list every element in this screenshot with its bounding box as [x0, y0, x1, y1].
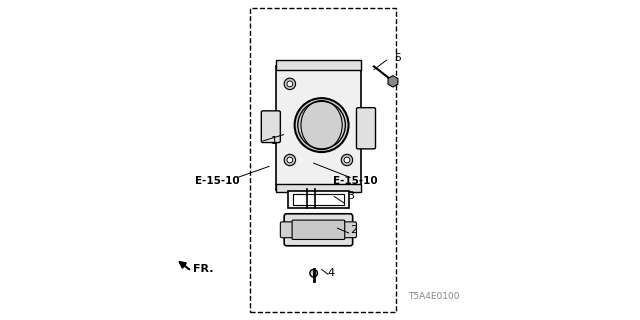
Circle shape — [344, 157, 350, 163]
Text: 2: 2 — [350, 225, 357, 235]
Polygon shape — [388, 76, 398, 87]
Circle shape — [287, 157, 292, 163]
FancyBboxPatch shape — [288, 191, 349, 208]
FancyBboxPatch shape — [293, 194, 344, 205]
Text: 3: 3 — [347, 191, 354, 202]
FancyBboxPatch shape — [292, 220, 345, 239]
FancyBboxPatch shape — [276, 60, 361, 69]
Text: T5A4E0100: T5A4E0100 — [408, 292, 460, 301]
Circle shape — [341, 154, 353, 166]
Circle shape — [310, 269, 317, 277]
Circle shape — [294, 98, 349, 152]
Circle shape — [284, 78, 296, 90]
Text: 1: 1 — [271, 136, 278, 146]
FancyBboxPatch shape — [280, 222, 293, 238]
Text: 4: 4 — [328, 268, 335, 278]
FancyBboxPatch shape — [261, 111, 280, 142]
Text: E-15-10: E-15-10 — [333, 176, 377, 186]
FancyBboxPatch shape — [356, 108, 376, 149]
Text: E-15-10: E-15-10 — [195, 176, 239, 186]
Text: 5: 5 — [394, 53, 401, 63]
FancyBboxPatch shape — [284, 214, 353, 246]
FancyBboxPatch shape — [276, 184, 361, 192]
FancyBboxPatch shape — [276, 67, 361, 190]
Circle shape — [284, 154, 296, 166]
FancyBboxPatch shape — [344, 222, 356, 238]
Text: FR.: FR. — [193, 264, 214, 275]
Circle shape — [287, 81, 292, 87]
